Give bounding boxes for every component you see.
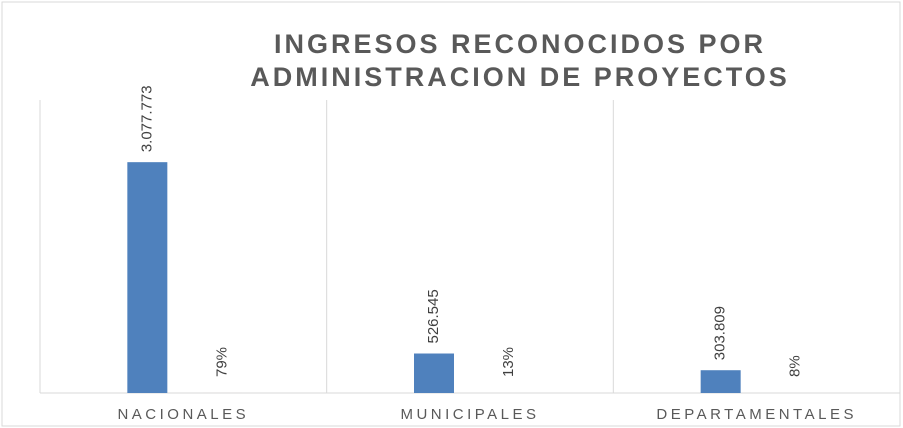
data-label: 3.077.773	[138, 85, 155, 152]
data-label: 13%	[500, 347, 517, 377]
x-tick-label: MUNICIPALES	[400, 406, 539, 423]
bar	[700, 370, 741, 393]
data-label: 8%	[787, 355, 804, 377]
chart-title: INGRESOS RECONOCIDOS POR	[274, 29, 766, 59]
data-label: 303.809	[712, 306, 729, 360]
data-label: 79%	[213, 347, 230, 377]
x-tick-label: DEPARTAMENTALES	[656, 406, 857, 423]
bar	[414, 353, 454, 393]
data-label: 526.545	[425, 289, 442, 343]
x-tick-label: NACIONALES	[117, 406, 249, 423]
chart-title: ADMINISTRACION DE PROYECTOS	[250, 62, 790, 92]
bar	[127, 162, 168, 393]
